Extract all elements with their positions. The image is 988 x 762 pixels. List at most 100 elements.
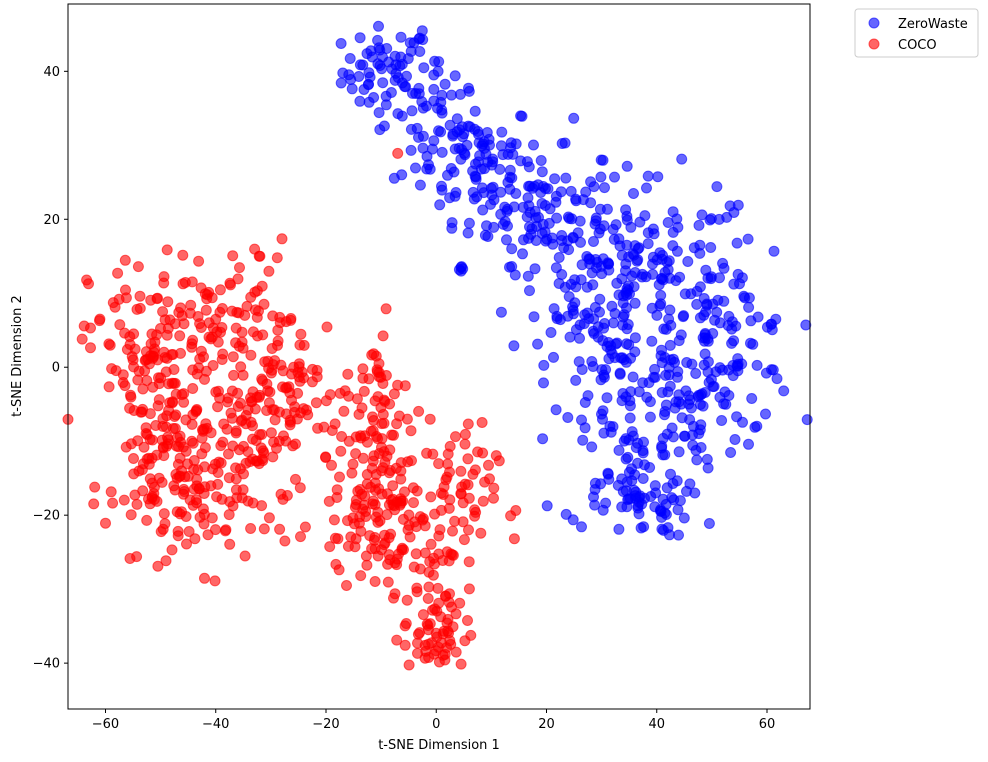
point-coco: [375, 371, 387, 383]
point-coco: [203, 331, 215, 343]
point-coco: [245, 523, 257, 534]
x-tick-label: −40: [202, 717, 229, 732]
point-zerowaste: [746, 393, 758, 404]
point-coco: [141, 453, 153, 465]
point-zerowaste: [629, 332, 641, 344]
point-coco: [342, 515, 353, 527]
point-zerowaste: [570, 193, 582, 205]
point-coco: [490, 450, 502, 462]
point-zerowaste: [629, 469, 641, 481]
point-zerowaste: [479, 163, 490, 175]
point-zerowaste: [721, 211, 733, 223]
point-coco: [353, 408, 365, 420]
point-coco: [193, 255, 205, 267]
point-coco: [380, 303, 392, 315]
point-zerowaste: [800, 319, 812, 331]
point-zerowaste: [749, 421, 761, 433]
point-coco: [268, 436, 280, 448]
point-coco: [360, 506, 372, 517]
point-coco: [398, 544, 409, 556]
point-coco: [435, 504, 447, 516]
point-coco: [279, 535, 291, 547]
point-zerowaste: [506, 243, 518, 255]
point-zerowaste: [629, 346, 641, 358]
point-zerowaste: [363, 78, 374, 90]
point-coco: [132, 374, 144, 386]
point-zerowaste: [711, 306, 723, 318]
point-coco: [391, 418, 403, 430]
point-coco: [373, 483, 385, 495]
point-zerowaste: [548, 351, 559, 363]
point-zerowaste: [704, 214, 716, 226]
point-coco: [412, 647, 423, 659]
point-coco: [360, 550, 372, 562]
point-zerowaste: [699, 348, 711, 360]
point-zerowaste: [447, 130, 459, 142]
point-coco: [488, 482, 500, 494]
point-coco: [161, 244, 173, 256]
point-coco: [151, 449, 163, 461]
point-coco: [94, 313, 106, 325]
point-zerowaste: [594, 306, 605, 318]
point-coco: [330, 558, 342, 570]
point-coco: [462, 615, 473, 626]
point-coco: [350, 494, 362, 506]
point-zerowaste: [449, 70, 461, 82]
point-zerowaste: [641, 182, 652, 194]
point-coco: [131, 303, 143, 315]
point-coco: [505, 510, 517, 522]
point-zerowaste: [614, 240, 626, 252]
point-coco: [184, 307, 196, 319]
y-tick-label: 40: [43, 65, 60, 80]
point-coco: [295, 407, 307, 419]
point-zerowaste: [478, 136, 490, 148]
point-coco: [149, 336, 161, 348]
point-zerowaste: [696, 209, 708, 221]
point-zerowaste: [705, 273, 717, 285]
point-coco: [450, 608, 462, 620]
x-tick-label: 60: [759, 717, 776, 732]
point-zerowaste: [616, 273, 628, 285]
point-zerowaste: [697, 332, 709, 344]
point-zerowaste: [590, 212, 602, 224]
point-coco: [128, 453, 139, 464]
point-zerowaste: [603, 264, 615, 276]
point-zerowaste: [454, 124, 465, 136]
point-zerowaste: [657, 432, 669, 444]
point-coco: [432, 641, 444, 653]
point-coco: [290, 473, 301, 485]
point-zerowaste: [605, 426, 617, 438]
point-zerowaste: [638, 521, 650, 533]
point-zerowaste: [663, 313, 675, 325]
point-zerowaste: [551, 212, 563, 224]
point-zerowaste: [694, 312, 706, 324]
point-zerowaste: [667, 206, 679, 218]
point-zerowaste: [378, 120, 390, 132]
point-coco: [462, 453, 474, 465]
point-zerowaste: [613, 444, 625, 456]
point-coco: [136, 464, 148, 476]
point-coco: [357, 372, 369, 384]
point-zerowaste: [506, 172, 518, 184]
point-zerowaste: [535, 155, 547, 166]
point-coco: [76, 333, 88, 345]
point-coco: [212, 401, 224, 413]
point-coco: [477, 495, 489, 507]
point-zerowaste: [377, 77, 389, 89]
point-coco: [412, 628, 424, 640]
y-tick-label: 0: [52, 361, 60, 376]
point-coco: [212, 478, 224, 490]
point-zerowaste: [523, 161, 535, 173]
point-coco: [258, 298, 270, 310]
point-zerowaste: [655, 350, 667, 362]
point-zerowaste: [539, 200, 551, 211]
point-coco: [199, 461, 211, 473]
point-zerowaste: [476, 182, 488, 194]
point-zerowaste: [644, 396, 656, 408]
point-zerowaste: [487, 181, 499, 193]
point-zerowaste: [495, 140, 507, 152]
point-coco: [254, 429, 266, 441]
point-zerowaste: [354, 32, 366, 44]
point-coco: [324, 541, 336, 553]
